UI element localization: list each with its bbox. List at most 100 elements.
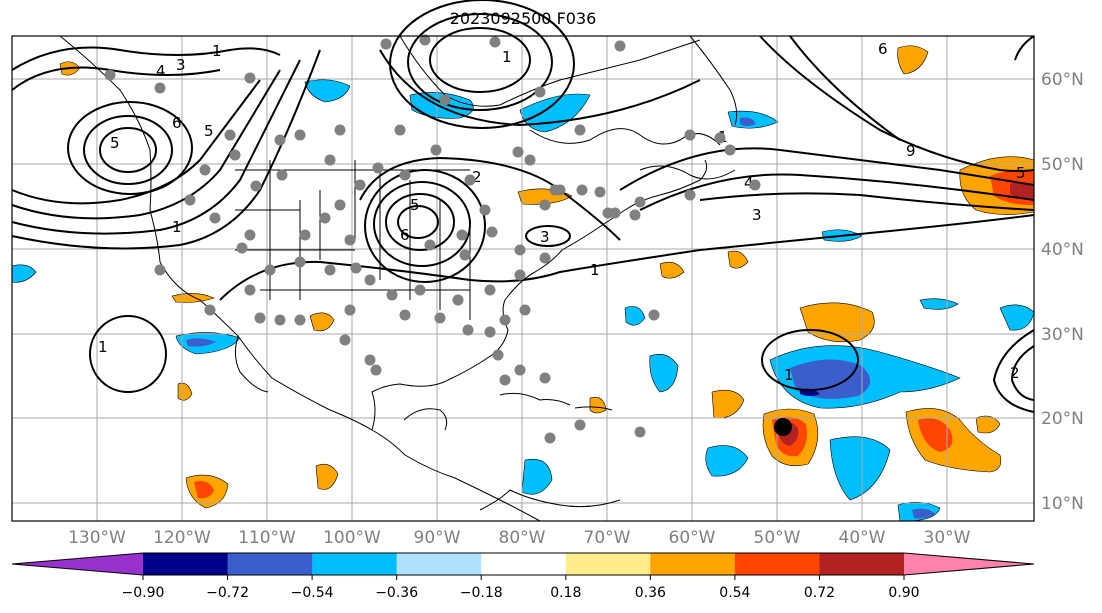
station-dot: [544, 432, 556, 444]
station-dot: [324, 154, 336, 166]
station-dot: [209, 212, 221, 224]
colorbar-cell: [481, 553, 567, 575]
lon-label: 100°W: [323, 528, 381, 548]
station-dot: [464, 174, 476, 186]
contour-label: 6: [878, 40, 888, 58]
graticule: [12, 36, 1034, 521]
station-dot: [602, 207, 614, 219]
contour-label: 5: [110, 134, 120, 152]
station-dot: [334, 124, 346, 136]
station-dot: [452, 294, 464, 306]
colorbar-ticks: −0.90 −0.72 −0.54 −0.36 −0.18 0.18 0.36 0.54 0.7…: [122, 575, 920, 601]
station-dot: [514, 244, 526, 256]
station-dot: [224, 129, 236, 141]
station-dot: [576, 184, 588, 196]
station-dot: [456, 229, 468, 241]
station-dot: [294, 256, 306, 268]
station-dot: [430, 144, 442, 156]
station-dot: [264, 264, 276, 276]
colorbar-tick-label: 0.18: [550, 585, 581, 601]
lon-label: 70°W: [584, 528, 631, 548]
map-frame: [11, 35, 1035, 522]
station-dot: [594, 186, 606, 198]
station-dot: [394, 124, 406, 136]
lat-label: 40°N: [1041, 240, 1084, 260]
station-dot: [419, 34, 431, 46]
station-dot: [684, 129, 696, 141]
lat-label: 20°N: [1041, 409, 1084, 429]
station-dot: [250, 180, 262, 192]
station-dot: [236, 242, 248, 254]
lon-label: 130°W: [68, 528, 126, 548]
lat-label: 30°N: [1041, 325, 1084, 345]
contour-label: 1: [172, 218, 182, 236]
station-dot: [319, 212, 331, 224]
contour-lines: [11, 0, 1035, 413]
lon-label: 60°W: [669, 528, 716, 548]
station-dot: [229, 149, 241, 161]
lat-label: 10°N: [1041, 494, 1084, 514]
station-dot: [244, 229, 256, 241]
lat-label: 60°N: [1041, 70, 1084, 90]
station-dot: [634, 426, 646, 438]
station-dot: [514, 269, 526, 281]
station-dot: [334, 199, 346, 211]
station-dot: [462, 324, 474, 336]
station-dot: [294, 314, 306, 326]
station-dot: [629, 209, 641, 221]
contour-label: 1: [212, 42, 222, 60]
contour-label: 2: [472, 168, 482, 186]
station-markers: [104, 34, 761, 444]
lon-label: 30°W: [924, 528, 971, 548]
colorbar-left-extension: [12, 553, 143, 575]
contour-label: 4: [156, 62, 166, 80]
station-dot: [484, 284, 496, 296]
station-dot: [574, 124, 586, 136]
station-dot: [370, 364, 382, 376]
station-dot: [364, 354, 376, 366]
colorbar-cell: [650, 553, 736, 575]
colorbar-right-extension: [904, 553, 1034, 575]
contour-label: 4: [744, 174, 754, 192]
colorbar-tick-label: 0.54: [719, 585, 750, 601]
map-plot-area: 1 4 3 6 5 5 1 2 5 6 1 3 1 4 3 9 6 1 5 1 …: [11, 0, 1035, 522]
station-dot: [154, 82, 166, 94]
station-dot: [199, 164, 211, 176]
colorbar-tick-label: −0.18: [460, 585, 503, 601]
station-dot: [499, 314, 511, 326]
station-dot: [104, 69, 116, 81]
station-dot: [439, 94, 451, 106]
station-dot: [350, 262, 362, 274]
contour-label: 3: [176, 56, 186, 74]
station-dot: [344, 234, 356, 246]
station-dot: [354, 179, 366, 191]
colorbar-cell: [143, 553, 229, 575]
contour-label: 1: [98, 338, 108, 356]
colorbar-cell: [734, 553, 820, 575]
station-dot: [399, 169, 411, 181]
station-dot: [386, 289, 398, 301]
station-dot: [539, 372, 551, 384]
station-dot: [724, 144, 736, 156]
station-dot: [339, 334, 351, 346]
station-dot: [614, 40, 626, 52]
colorbar-tick-label: 0.90: [888, 585, 919, 601]
station-dot: [539, 199, 551, 211]
longitude-labels: 130°W 120°W 110°W 100°W 90°W 80°W 70°W 6…: [68, 528, 971, 548]
contour-label: 9: [906, 142, 916, 160]
colorbar-cell: [312, 553, 398, 575]
station-dot: [154, 264, 166, 276]
station-dot: [204, 304, 216, 316]
station-dot: [714, 132, 726, 144]
station-dot: [364, 274, 376, 286]
lon-label: 40°W: [839, 528, 886, 548]
station-dot: [244, 284, 256, 296]
station-dot: [534, 86, 546, 98]
station-dot: [684, 189, 696, 201]
station-dot: [324, 264, 336, 276]
contour-label: 1: [784, 366, 794, 384]
station-dot: [479, 204, 491, 216]
colorbar-tick-label: −0.90: [122, 585, 165, 601]
contour-label: 6: [400, 226, 410, 244]
